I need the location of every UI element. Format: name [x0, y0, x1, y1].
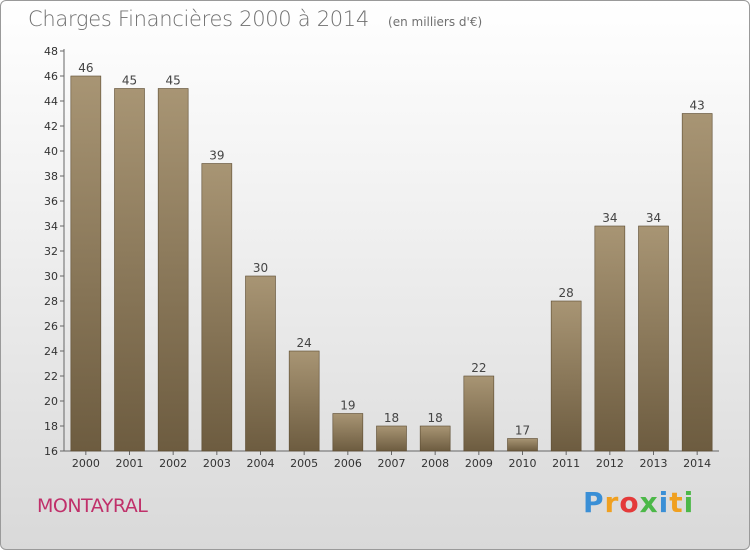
- bar-2007: [376, 425, 407, 452]
- y-tick-label: 34: [44, 220, 58, 233]
- title-row: Charges Financières 2000 à 2014 (en mill…: [28, 7, 482, 31]
- bar-2003: [201, 163, 233, 452]
- data-label: 39: [209, 149, 224, 163]
- x-tick-label: 2013: [640, 457, 668, 470]
- logo-letter: i: [683, 486, 695, 519]
- x-tick-label: 2007: [378, 457, 406, 470]
- bar-2006: [332, 413, 364, 452]
- y-tick-label: 40: [44, 145, 58, 158]
- data-label: 18: [384, 411, 399, 425]
- y-tick-label: 24: [44, 345, 58, 358]
- logo-letter: x: [639, 486, 659, 519]
- x-tick-label: 2011: [552, 457, 580, 470]
- data-label: 18: [428, 411, 443, 425]
- bar-2001: [114, 88, 145, 452]
- data-label: 46: [78, 61, 93, 75]
- logo-letter: o: [619, 486, 640, 519]
- data-label: 19: [340, 399, 355, 413]
- y-tick-label: 16: [44, 445, 58, 458]
- logo-letter: P: [583, 486, 605, 519]
- data-label: 45: [166, 74, 181, 88]
- data-label: 22: [471, 361, 486, 375]
- y-tick-label: 46: [44, 70, 58, 83]
- x-tick-label: 2003: [203, 457, 231, 470]
- bar-2004: [245, 275, 276, 452]
- data-label: 45: [122, 74, 137, 88]
- logo-letter: i: [658, 486, 670, 519]
- data-label: 43: [690, 99, 705, 113]
- data-label: 24: [297, 336, 312, 350]
- y-tick-label: 42: [44, 120, 58, 133]
- y-tick-label: 22: [44, 370, 58, 383]
- data-label: 34: [602, 211, 617, 225]
- bar-2014: [681, 113, 713, 452]
- chart-subtitle: (en milliers d'€): [388, 15, 483, 29]
- data-label: 17: [515, 424, 530, 438]
- bar-2000: [70, 75, 102, 452]
- bar-2008: [419, 425, 451, 452]
- y-tick-label: 32: [44, 245, 58, 258]
- bar-2012: [594, 225, 626, 452]
- y-tick-label: 36: [44, 195, 58, 208]
- data-label: 30: [253, 261, 268, 275]
- chart-title: Charges Financières 2000 à 2014: [28, 7, 369, 31]
- data-label: 28: [559, 286, 574, 300]
- y-tick-label: 18: [44, 420, 58, 433]
- proxiti-logo: Proxiti: [583, 486, 694, 519]
- y-tick-label: 30: [44, 270, 58, 283]
- data-label: 34: [646, 211, 661, 225]
- x-tick-label: 2001: [116, 457, 144, 470]
- y-tick-label: 48: [44, 45, 58, 58]
- y-tick-label: 44: [44, 95, 58, 108]
- bar-2011: [550, 300, 582, 452]
- logo-letter: r: [604, 486, 620, 519]
- x-tick-label: 2005: [290, 457, 318, 470]
- x-tick-label: 2014: [683, 457, 711, 470]
- x-tick-label: 2012: [596, 457, 624, 470]
- bar-2005: [288, 350, 320, 452]
- x-tick-label: 2000: [72, 457, 100, 470]
- bar-2009: [463, 375, 495, 452]
- logo-letter: t: [669, 486, 684, 519]
- x-tick-label: 2010: [509, 457, 537, 470]
- x-tick-label: 2009: [465, 457, 493, 470]
- y-tick-label: 20: [44, 395, 58, 408]
- x-tick-label: 2006: [334, 457, 362, 470]
- x-tick-label: 2004: [247, 457, 275, 470]
- bar-2013: [638, 225, 669, 452]
- commune-name: MONTAYRAL: [37, 495, 148, 517]
- y-tick-label: 26: [44, 320, 58, 333]
- x-tick-label: 2008: [421, 457, 449, 470]
- y-tick-label: 38: [44, 170, 58, 183]
- y-tick-label: 28: [44, 295, 58, 308]
- x-tick-label: 2002: [159, 457, 187, 470]
- bar-2010: [507, 438, 538, 452]
- bar-2002: [157, 88, 189, 452]
